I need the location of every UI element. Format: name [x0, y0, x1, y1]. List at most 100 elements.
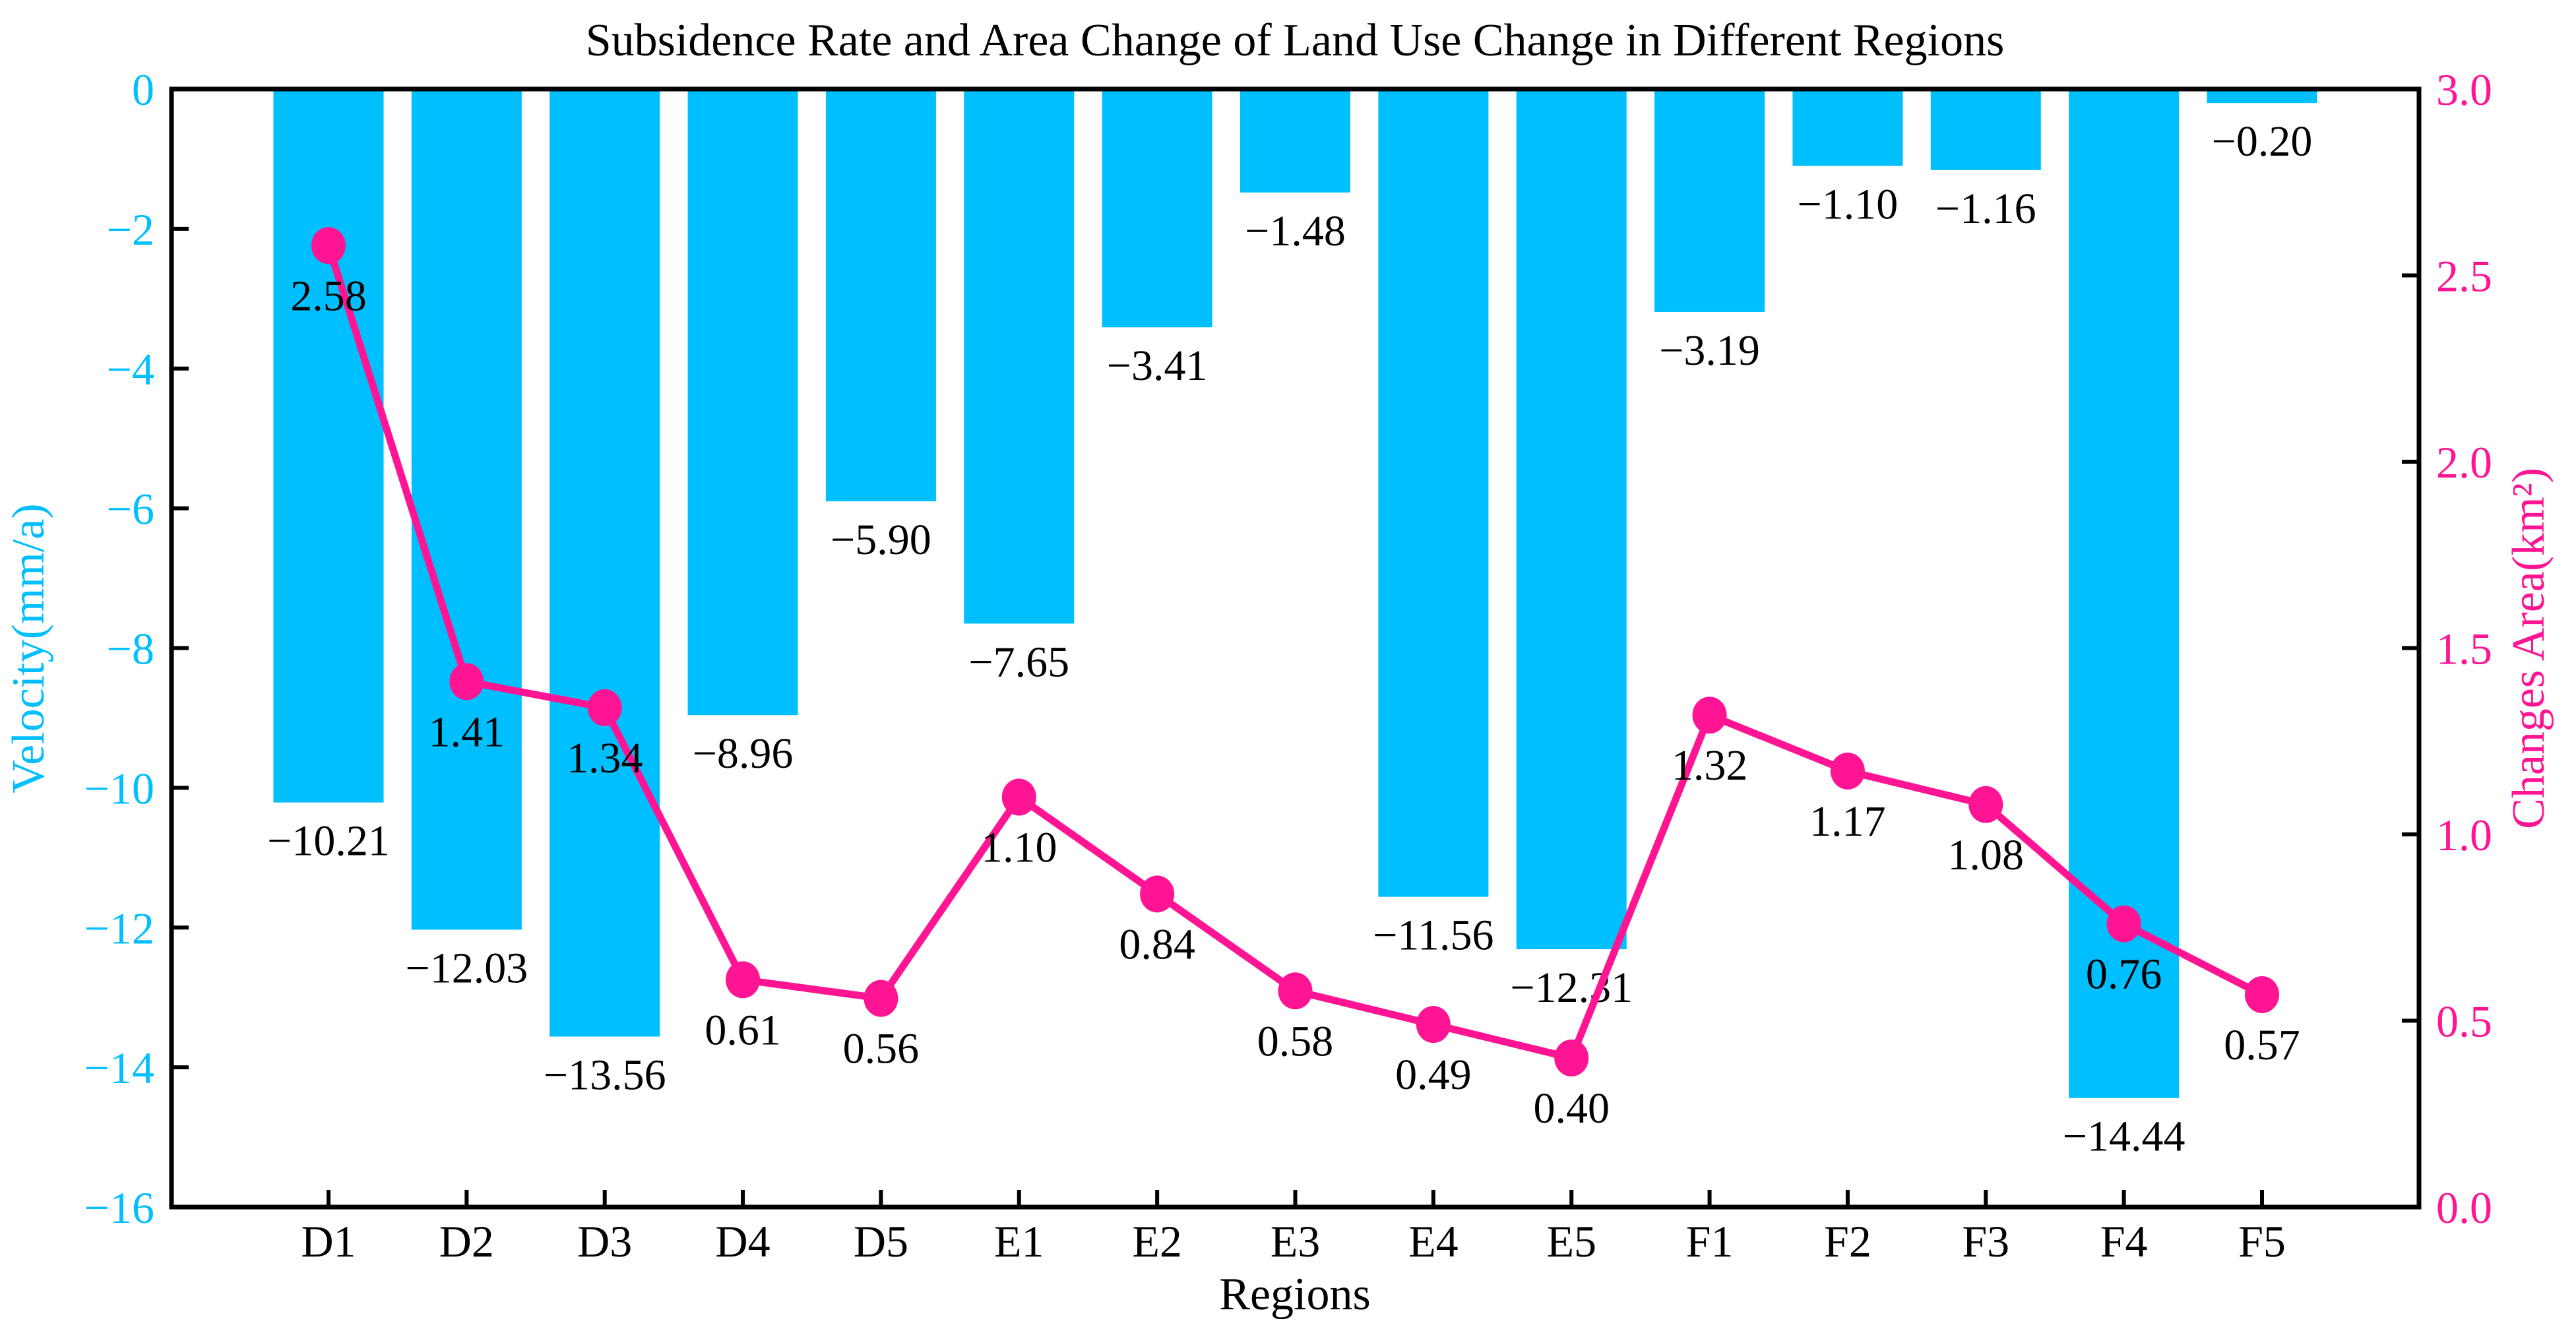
x-tick-label-F2: F2: [1824, 1216, 1871, 1266]
x-tick-label-E5: E5: [1546, 1216, 1596, 1266]
line-value-label-D2: 1.41: [429, 708, 505, 756]
bar-value-label-F3: −1.16: [1935, 185, 2036, 233]
x-tick-label-F5: F5: [2238, 1216, 2286, 1266]
x-tick-label-E3: E3: [1271, 1216, 1321, 1266]
bar-F2: [1792, 89, 1903, 166]
line-value-label-D3: 1.34: [567, 734, 643, 782]
x-tick-label-D5: D5: [854, 1216, 908, 1266]
left-tick-label: −10: [84, 763, 154, 813]
right-tick-label: 1.0: [2436, 810, 2492, 860]
left-tick-label: 0: [132, 65, 154, 115]
x-tick-label-F4: F4: [2100, 1216, 2148, 1266]
line-value-label-E5: 0.40: [1533, 1084, 1610, 1133]
line-value-label-F5: 0.57: [2224, 1021, 2300, 1069]
line-value-label-D5: 0.56: [843, 1025, 920, 1073]
bar-F5: [2207, 89, 2317, 104]
line-value-label-E2: 0.84: [1119, 920, 1195, 968]
line-marker-E2: [1140, 875, 1175, 913]
x-axis-label: Regions: [1219, 1269, 1370, 1320]
x-tick-label-D2: D2: [439, 1216, 494, 1266]
bar-value-label-E2: −3.41: [1107, 342, 1208, 390]
bar-value-label-D4: −8.96: [693, 730, 794, 778]
bar-E1: [964, 89, 1075, 624]
bar-value-label-D3: −13.56: [544, 1051, 666, 1100]
left-tick-label: −4: [107, 344, 154, 394]
line-marker-E5: [1554, 1040, 1589, 1076]
line-value-label-F3: 1.08: [1948, 831, 2025, 879]
x-tick-label-E4: E4: [1408, 1216, 1459, 1266]
left-tick-label: −16: [84, 1183, 154, 1233]
line-marker-D3: [587, 689, 622, 726]
x-tick-label-E2: E2: [1132, 1216, 1182, 1266]
axes-frame-layer: [169, 86, 2422, 1210]
bar-D4: [687, 89, 798, 716]
bar-value-label-F1: −3.19: [1659, 326, 1760, 375]
line-marker-E1: [1001, 778, 1036, 816]
bar-E3: [1240, 89, 1350, 193]
line-marker-F3: [1968, 786, 2003, 823]
left-y-axis-label: Velocity(mm/a): [3, 503, 54, 793]
bar-F1: [1654, 89, 1765, 312]
tick-labels-layer: 0 −2 −4 −6 −8 −10 −12 −14 −16 3.0 2.5 2.0 1.5 1.0 0.5 0…: [84, 65, 2492, 1266]
line-marker-F5: [2245, 976, 2279, 1013]
line-marker-D2: [449, 663, 484, 700]
line-marker-D5: [864, 979, 898, 1017]
line-value-label-F4: 0.76: [2086, 950, 2162, 999]
left-tick-label: −14: [84, 1043, 154, 1093]
chart-title: Subsidence Rate and Area Change of Land …: [586, 15, 2005, 66]
bar-D3: [550, 89, 660, 1037]
bar-value-label-F2: −1.10: [1798, 181, 1899, 229]
left-tick-label: −8: [107, 624, 154, 674]
left-tick-label: −6: [107, 484, 154, 534]
bar-value-label-F5: −0.20: [2212, 117, 2313, 166]
bar-E2: [1102, 89, 1212, 328]
line-value-label-F1: 1.32: [1672, 741, 1748, 790]
bar-value-label-E4: −11.56: [1373, 912, 1493, 960]
bar-value-label-D2: −12.03: [405, 944, 528, 992]
right-tick-label: 2.0: [2436, 437, 2492, 487]
bar-value-label-E5: −12.31: [1510, 964, 1633, 1012]
x-tick-label-F3: F3: [1962, 1216, 2009, 1266]
bar-value-label-D1: −10.21: [267, 817, 390, 865]
x-tick-label-E1: E1: [994, 1216, 1044, 1266]
bar-value-label-E1: −7.65: [968, 638, 1069, 686]
line-series-layer: [311, 227, 2279, 1076]
line-value-label-D1: 2.58: [290, 272, 367, 320]
line-value-labels-layer: 2.58 1.41 1.34 0.61 0.56 1.10 0.84 0.58 0.49 0.40…: [290, 272, 2300, 1133]
bar-F3: [1930, 89, 2041, 170]
right-tick-label: 1.5: [2436, 624, 2492, 674]
left-tick-label: −2: [107, 204, 154, 255]
line-marker-E4: [1416, 1006, 1451, 1043]
line-value-label-E1: 1.10: [981, 824, 1057, 872]
bar-value-label-F4: −14.44: [2063, 1113, 2185, 1161]
line-value-label-E4: 0.49: [1395, 1051, 1472, 1099]
right-tick-label: 0.5: [2436, 997, 2492, 1047]
right-y-axis-label: Changes Area(km²): [2503, 468, 2554, 829]
line-marker-F2: [1830, 752, 1865, 790]
bar-D1: [273, 89, 384, 803]
left-tick-label: −12: [84, 903, 154, 953]
x-tick-label-D4: D4: [716, 1216, 770, 1266]
x-tick-label-D1: D1: [301, 1216, 356, 1266]
line-marker-F4: [2106, 905, 2141, 943]
line-marker-E3: [1278, 972, 1313, 1010]
bar-value-label-E3: −1.48: [1245, 207, 1346, 255]
line-value-label-E3: 0.58: [1257, 1017, 1334, 1065]
x-tick-label-F1: F1: [1686, 1216, 1734, 1266]
line-marker-D1: [311, 227, 346, 264]
x-tick-label-D3: D3: [577, 1216, 632, 1266]
bar-D5: [825, 89, 936, 502]
bar-value-label-D5: −5.90: [831, 516, 931, 564]
line-value-label-F2: 1.17: [1809, 797, 1886, 846]
bar-value-labels-layer: −10.21 −12.03 −13.56 −8.96 −5.90 −7.65 −3.41 −1…: [267, 117, 2312, 1161]
bar-E4: [1378, 89, 1489, 897]
bar-E5: [1516, 89, 1627, 950]
line-marker-F1: [1692, 697, 1727, 734]
line-marker-D4: [726, 961, 761, 999]
right-tick-label: 2.5: [2436, 251, 2492, 301]
right-tick-label: 3.0: [2436, 65, 2492, 115]
right-tick-label: 0.0: [2436, 1183, 2492, 1233]
